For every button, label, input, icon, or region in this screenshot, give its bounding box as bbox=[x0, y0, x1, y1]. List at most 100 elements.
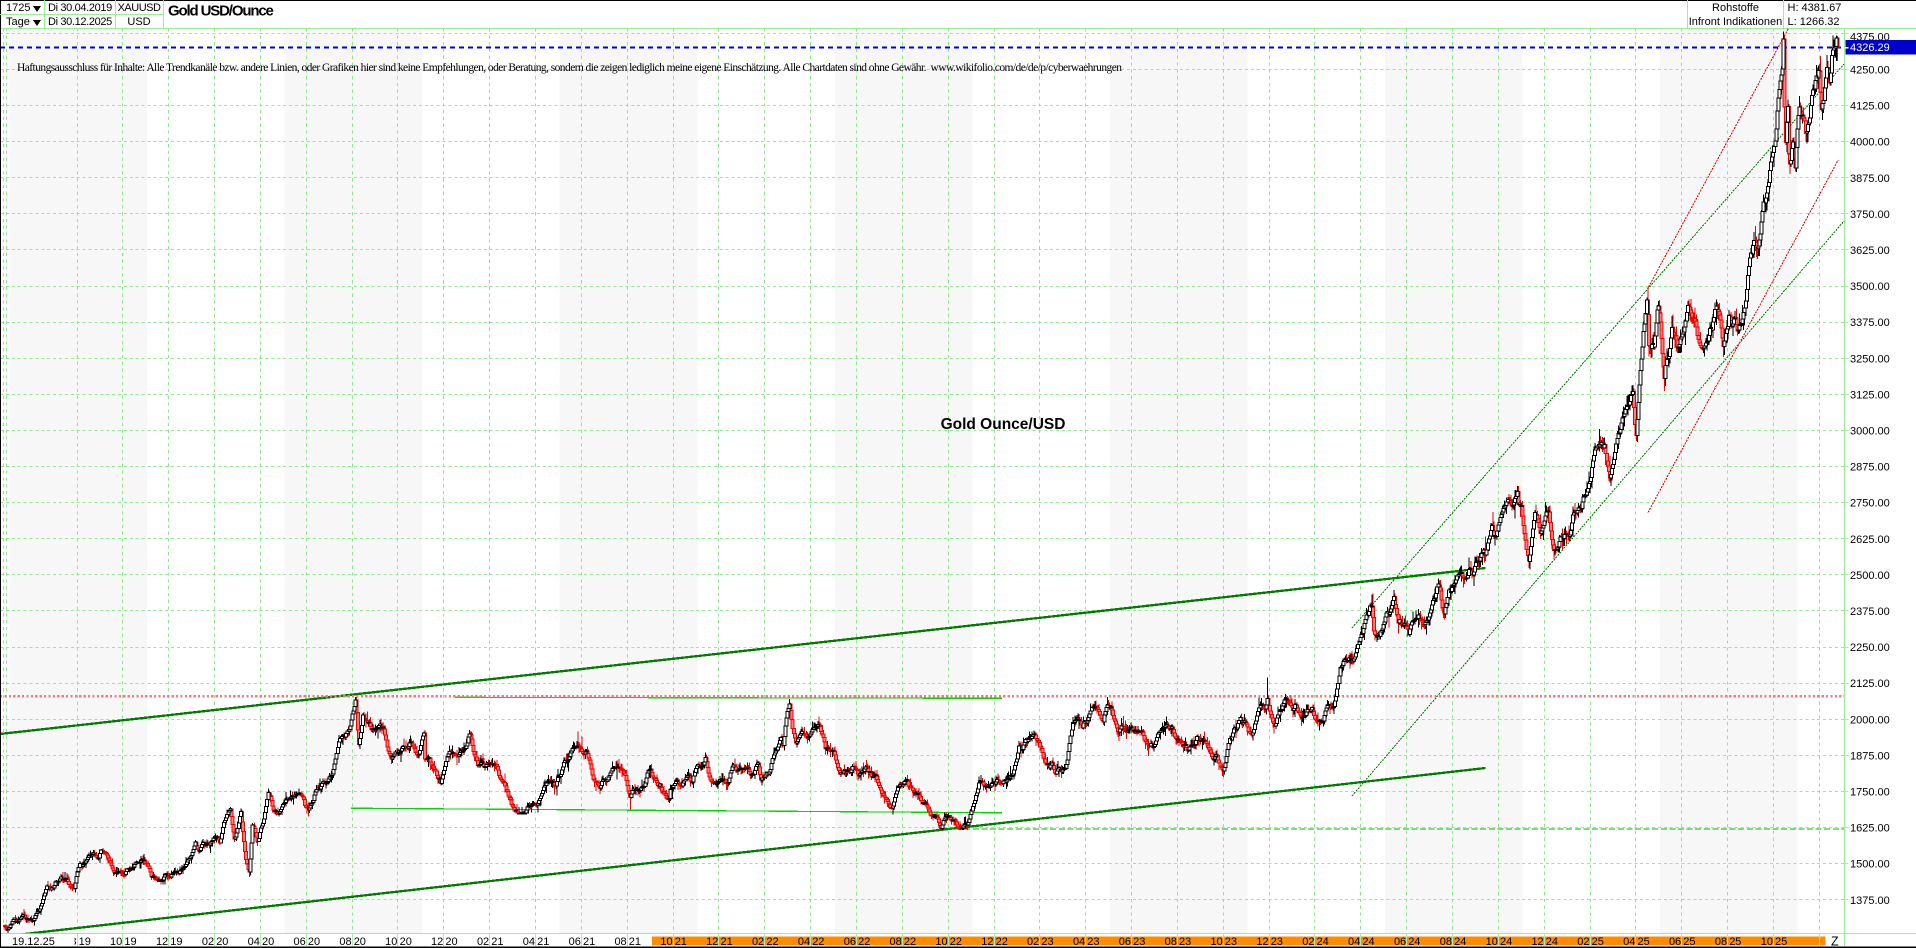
svg-text:10: 10 bbox=[385, 936, 397, 948]
svg-text:24: 24 bbox=[1362, 936, 1374, 948]
svg-text:10: 10 bbox=[935, 936, 947, 948]
svg-text:25: 25 bbox=[1638, 936, 1650, 948]
svg-text:04: 04 bbox=[1623, 936, 1635, 948]
svg-text:02: 02 bbox=[1027, 936, 1039, 948]
svg-text:4250.00: 4250.00 bbox=[1850, 65, 1890, 77]
svg-text:24: 24 bbox=[1408, 936, 1420, 948]
svg-text:Di 30.12.2025: Di 30.12.2025 bbox=[48, 16, 112, 28]
svg-text:10: 10 bbox=[1211, 936, 1223, 948]
svg-text:02: 02 bbox=[752, 936, 764, 948]
svg-text:1875.00: 1875.00 bbox=[1850, 750, 1890, 762]
svg-text:4125.00: 4125.00 bbox=[1850, 101, 1890, 113]
svg-text:19: 19 bbox=[124, 936, 136, 948]
svg-text:Infront Indikationen: Infront Indikationen bbox=[1689, 16, 1783, 28]
svg-text:3750.00: 3750.00 bbox=[1850, 209, 1890, 221]
svg-text:08: 08 bbox=[339, 936, 351, 948]
svg-text:08: 08 bbox=[1165, 936, 1177, 948]
svg-text:Haftungsausschluss für Inhalte: Haftungsausschluss für Inhalte: Alle Tre… bbox=[17, 62, 1122, 74]
svg-text:2000.00: 2000.00 bbox=[1850, 714, 1890, 726]
svg-text:25: 25 bbox=[1683, 936, 1695, 948]
svg-text:12: 12 bbox=[1256, 936, 1268, 948]
svg-text:06: 06 bbox=[1119, 936, 1131, 948]
svg-text:2625.00: 2625.00 bbox=[1850, 534, 1890, 546]
svg-text:23: 23 bbox=[1087, 936, 1099, 948]
svg-text:04: 04 bbox=[523, 936, 535, 948]
svg-text:2500.00: 2500.00 bbox=[1850, 570, 1890, 582]
svg-text:3875.00: 3875.00 bbox=[1850, 173, 1890, 185]
svg-text:1375.00: 1375.00 bbox=[1850, 895, 1890, 907]
svg-text:Gold Ounce/USD: Gold Ounce/USD bbox=[941, 416, 1066, 433]
svg-text:Tage: Tage bbox=[6, 16, 30, 28]
svg-text:19.12.25: 19.12.25 bbox=[12, 936, 55, 948]
svg-text:22: 22 bbox=[950, 936, 962, 948]
svg-text:3500.00: 3500.00 bbox=[1850, 281, 1890, 293]
svg-text:12: 12 bbox=[981, 936, 993, 948]
svg-text:2375.00: 2375.00 bbox=[1850, 606, 1890, 618]
svg-text:21: 21 bbox=[675, 936, 687, 948]
svg-text:22: 22 bbox=[812, 936, 824, 948]
svg-text:3250.00: 3250.00 bbox=[1850, 353, 1890, 365]
svg-text:4000.00: 4000.00 bbox=[1850, 137, 1890, 149]
svg-text:25: 25 bbox=[1592, 936, 1604, 948]
svg-text:3125.00: 3125.00 bbox=[1850, 389, 1890, 401]
svg-text:06: 06 bbox=[844, 936, 856, 948]
svg-text:23: 23 bbox=[1271, 936, 1283, 948]
svg-text:25: 25 bbox=[1775, 936, 1787, 948]
svg-text:02: 02 bbox=[1302, 936, 1314, 948]
svg-text:1625.00: 1625.00 bbox=[1850, 823, 1890, 835]
svg-text:06: 06 bbox=[569, 936, 581, 948]
svg-text:2250.00: 2250.00 bbox=[1850, 642, 1890, 654]
svg-text:23: 23 bbox=[1179, 936, 1191, 948]
svg-text:08: 08 bbox=[1440, 936, 1452, 948]
svg-text:10: 10 bbox=[1486, 936, 1498, 948]
svg-text:10: 10 bbox=[110, 936, 122, 948]
svg-text:22: 22 bbox=[766, 936, 778, 948]
svg-text:12: 12 bbox=[431, 936, 443, 948]
svg-text:4326.29: 4326.29 bbox=[1850, 42, 1890, 54]
svg-text:25: 25 bbox=[1729, 936, 1741, 948]
svg-text:24: 24 bbox=[1546, 936, 1558, 948]
svg-text:L: 1266.32: L: 1266.32 bbox=[1788, 16, 1840, 28]
svg-text:24: 24 bbox=[1454, 936, 1466, 948]
svg-text:02: 02 bbox=[202, 936, 214, 948]
svg-text:22: 22 bbox=[904, 936, 916, 948]
svg-text:22: 22 bbox=[996, 936, 1008, 948]
svg-text:21: 21 bbox=[537, 936, 549, 948]
svg-text:3625.00: 3625.00 bbox=[1850, 245, 1890, 257]
svg-text:2875.00: 2875.00 bbox=[1850, 462, 1890, 474]
svg-text:08: 08 bbox=[1715, 936, 1727, 948]
svg-text:08: 08 bbox=[614, 936, 626, 948]
svg-text:20: 20 bbox=[445, 936, 457, 948]
svg-text:06: 06 bbox=[1394, 936, 1406, 948]
svg-text:2750.00: 2750.00 bbox=[1850, 498, 1890, 510]
svg-text:10: 10 bbox=[660, 936, 672, 948]
svg-text:21: 21 bbox=[491, 936, 503, 948]
svg-text:08: 08 bbox=[890, 936, 902, 948]
svg-text:Z: Z bbox=[1831, 935, 1839, 948]
svg-text:H: 4381.67: H: 4381.67 bbox=[1788, 2, 1842, 14]
svg-text:21: 21 bbox=[721, 936, 733, 948]
svg-text:10: 10 bbox=[1761, 936, 1773, 948]
svg-text:19: 19 bbox=[170, 936, 182, 948]
svg-text:04: 04 bbox=[248, 936, 260, 948]
svg-text:06: 06 bbox=[1669, 936, 1681, 948]
svg-text:USD: USD bbox=[127, 16, 150, 28]
svg-text:24: 24 bbox=[1500, 936, 1512, 948]
svg-text:20: 20 bbox=[262, 936, 274, 948]
svg-text:12: 12 bbox=[1531, 936, 1543, 948]
svg-text:02: 02 bbox=[477, 936, 489, 948]
svg-text:1725: 1725 bbox=[6, 2, 30, 14]
svg-text:Rohstoffe: Rohstoffe bbox=[1712, 2, 1759, 14]
svg-text:21: 21 bbox=[583, 936, 595, 948]
svg-text:3000.00: 3000.00 bbox=[1850, 426, 1890, 438]
svg-text:02: 02 bbox=[1577, 936, 1589, 948]
svg-text:2125.00: 2125.00 bbox=[1850, 678, 1890, 690]
svg-text:1500.00: 1500.00 bbox=[1850, 859, 1890, 871]
svg-text:22: 22 bbox=[858, 936, 870, 948]
svg-text:04: 04 bbox=[1348, 936, 1360, 948]
svg-text:19: 19 bbox=[79, 936, 91, 948]
svg-text:04: 04 bbox=[798, 936, 810, 948]
svg-text:1750.00: 1750.00 bbox=[1850, 787, 1890, 799]
svg-text:23: 23 bbox=[1041, 936, 1053, 948]
svg-text:20: 20 bbox=[354, 936, 366, 948]
